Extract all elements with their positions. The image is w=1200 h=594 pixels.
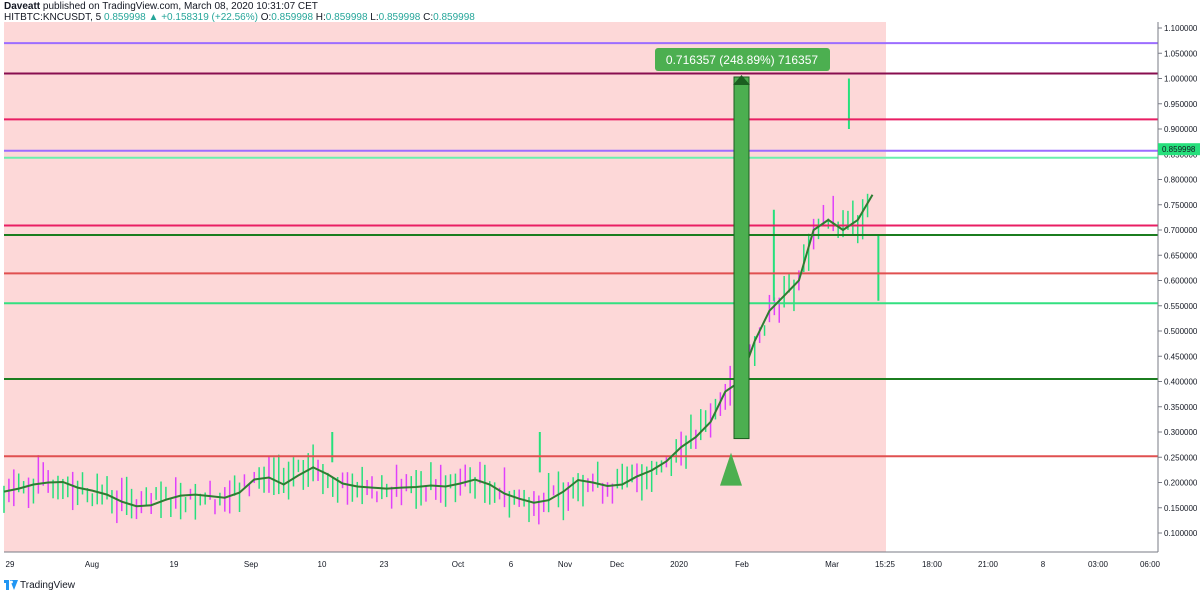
author-name[interactable]: Daveatt — [4, 1, 41, 12]
price-tick-label: 0.750000 — [1164, 201, 1198, 210]
price-tick-label: 0.700000 — [1164, 226, 1198, 235]
time-tick-label: Dec — [610, 560, 624, 569]
measure-label-box[interactable] — [655, 48, 830, 71]
low-value: 0.859998 — [378, 12, 421, 23]
time-tick-label: Feb — [735, 560, 749, 569]
time-tick-label: 21:00 — [978, 560, 999, 569]
price-axis[interactable]: 1.100000 1.050000 1.000000 0.950000 0.900000… — [1158, 24, 1200, 538]
measure-tool[interactable]: 0.716357 (248.89%) 716357 — [655, 48, 830, 486]
time-tick-label: Sep — [244, 560, 259, 569]
time-tick-label: 18:00 — [922, 560, 943, 569]
price-tick-label: 1.050000 — [1164, 49, 1198, 58]
high-value: 0.859998 — [325, 12, 368, 23]
symbol-name[interactable]: HITBTC:KNCUSDT, 5 — [4, 12, 102, 23]
price-tick-label: 0.650000 — [1164, 251, 1198, 260]
price-tick-label: 0.450000 — [1164, 352, 1198, 361]
time-tick-label: Oct — [452, 560, 465, 569]
close-value: 0.859998 — [433, 12, 475, 23]
tradingview-brand[interactable]: TradingView — [20, 580, 76, 591]
price-tick-label: 0.300000 — [1164, 428, 1198, 437]
price-tick-label: 1.100000 — [1164, 24, 1198, 33]
time-tick-label: 15:25 — [875, 560, 896, 569]
price-tick-label: 0.550000 — [1164, 302, 1198, 311]
time-axis-background — [0, 552, 1158, 574]
time-tick-label: 10 — [318, 560, 327, 569]
change-arrow-icon: ▲ — [148, 12, 159, 23]
footer: TradingView — [0, 576, 300, 594]
price-tick-label: 0.950000 — [1164, 100, 1198, 109]
price-axis-background — [1158, 22, 1200, 552]
low-label: L: — [370, 12, 379, 23]
buy-signal-triangle-icon — [720, 452, 742, 486]
price-tick-label: 0.350000 — [1164, 403, 1198, 412]
time-tick-label: 03:00 — [1088, 560, 1109, 569]
price-tick-label: 1.000000 — [1164, 75, 1198, 84]
last-price-label: 0.859998 — [1162, 145, 1196, 154]
measure-arrow-icon — [733, 74, 750, 85]
highlight-range — [4, 22, 886, 552]
measure-label: 0.716357 (248.89%) 716357 — [666, 53, 818, 67]
chart-header: Daveatt published on TradingView.com, Ma… — [0, 0, 1200, 23]
last-price: 0.859998 — [104, 12, 146, 23]
moving-average-layer — [3, 194, 874, 508]
symbol-info: HITBTC:KNCUSDT, 5 0.859998 ▲ +0.158319 (… — [4, 12, 475, 23]
tradingview-logo-icon[interactable] — [4, 579, 18, 591]
price-tick-label: 0.800000 — [1164, 176, 1198, 185]
price-tick-label: 0.100000 — [1164, 529, 1198, 538]
time-axis[interactable]: 29 Aug 19 Sep 10 23 Oct 6 Nov Dec 2020 Feb Mar 15:25 1… — [6, 560, 1161, 569]
last-price-marker — [1158, 143, 1200, 156]
price-change: +0.158319 (+22.56%) — [161, 12, 258, 23]
price-tick-label: 0.150000 — [1164, 504, 1198, 513]
time-tick-label: 8 — [1041, 560, 1046, 569]
price-tick-label: 0.900000 — [1164, 125, 1198, 134]
time-tick-label: 29 — [6, 560, 15, 569]
price-tick-label: 0.250000 — [1164, 453, 1198, 462]
time-tick-label: 19 — [170, 560, 179, 569]
time-tick-label: Aug — [85, 560, 99, 569]
time-tick-label: 2020 — [670, 560, 688, 569]
price-tick-label: 0.200000 — [1164, 479, 1198, 488]
time-tick-label: 6 — [509, 560, 514, 569]
levels-layer — [4, 42, 1158, 458]
time-tick-label: Mar — [825, 560, 839, 569]
open-label: O: — [260, 12, 272, 23]
price-tick-label: 0.600000 — [1164, 277, 1198, 286]
high-label: H: — [315, 12, 326, 23]
publish-info: Daveatt published on TradingView.com, Ma… — [4, 1, 318, 12]
moving-average-line[interactable] — [3, 194, 874, 508]
time-tick-label: Nov — [558, 560, 572, 569]
price-tick-label: 0.500000 — [1164, 327, 1198, 336]
price-tick-label: 0.400000 — [1164, 378, 1198, 387]
measure-bar[interactable] — [733, 76, 750, 440]
open-value: 0.859998 — [271, 12, 314, 23]
time-tick-label: 23 — [380, 560, 389, 569]
time-tick-label: 06:00 — [1140, 560, 1161, 569]
close-label: C: — [423, 12, 434, 23]
publish-meta: published on TradingView.com, March 08, … — [42, 1, 318, 12]
